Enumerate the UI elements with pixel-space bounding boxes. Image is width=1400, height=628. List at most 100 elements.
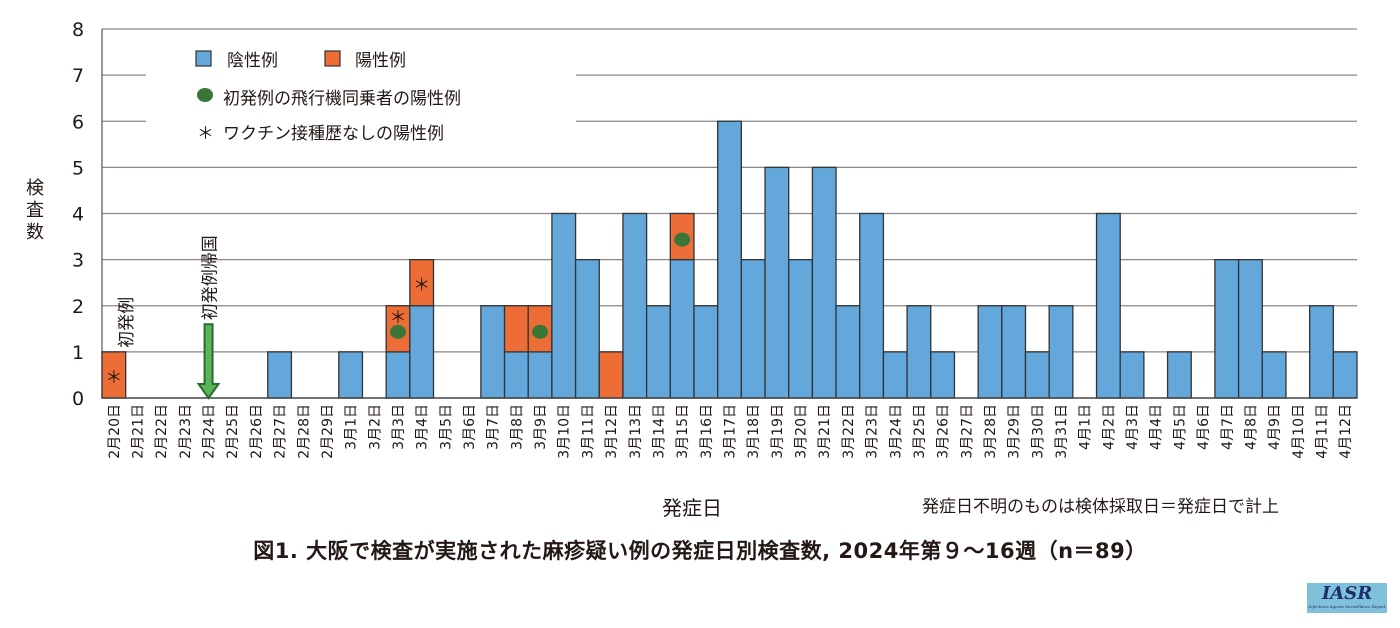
x-tick-label: 3月21日 xyxy=(817,404,833,459)
bar-negative xyxy=(693,305,719,399)
bar-negative xyxy=(811,166,837,399)
bar-negative xyxy=(1119,351,1145,399)
bar-negative xyxy=(930,351,956,399)
bar-negative xyxy=(977,305,1003,399)
x-tick-label: 3月1日 xyxy=(344,404,360,450)
x-tick-label: 4月8日 xyxy=(1243,404,1259,450)
bar-negative xyxy=(1214,258,1240,399)
x-tick-label: 3月12日 xyxy=(604,404,620,459)
x-tick-label: 4月5日 xyxy=(1172,404,1188,450)
x-tick-label: 2月24日 xyxy=(202,404,218,459)
legend-label-asterisk: ワクチン接種歴なしの陽性例 xyxy=(223,124,444,144)
x-tick-label: 3月2日 xyxy=(367,404,383,450)
bar-negative xyxy=(882,351,908,399)
x-tick-label: 3月14日 xyxy=(651,404,667,459)
y-tick-label: 3 xyxy=(72,250,84,272)
bar-negative xyxy=(645,305,671,399)
x-tick-label: 4月12日 xyxy=(1338,404,1354,459)
bar-positive xyxy=(503,305,529,353)
dot-marker-icon xyxy=(389,324,406,339)
x-tick-label: 2月27日 xyxy=(273,404,289,459)
bar-negative xyxy=(859,212,885,399)
x-tick-label: 3月24日 xyxy=(888,404,904,459)
x-tick-label: 3月29日 xyxy=(1007,404,1023,459)
iasr-logo: IASR Infectious Agents Surveillance Repo… xyxy=(1307,583,1387,613)
legend-label-dot: 初発例の飛行機同乗者の陽性例 xyxy=(223,89,461,109)
bar-negative xyxy=(835,305,861,399)
bar-negative xyxy=(1308,305,1334,399)
x-tick-label: 3月7日 xyxy=(486,404,502,450)
legend-swatch-positive xyxy=(324,50,341,67)
y-tick-label: 0 xyxy=(72,388,84,410)
x-tick-label: 4月1日 xyxy=(1078,404,1094,450)
bar-negative xyxy=(1332,351,1358,399)
x-tick-label: 3月26日 xyxy=(936,404,952,459)
x-tick-label: 3月8日 xyxy=(509,404,525,450)
bar-negative xyxy=(740,258,766,399)
x-tick-label: 3月22日 xyxy=(841,404,857,459)
bar-negative xyxy=(669,258,695,399)
legend-swatch-negative xyxy=(195,50,212,67)
bar-negative xyxy=(622,212,648,399)
x-tick-label: 2月22日 xyxy=(154,404,170,459)
x-tick-label: 3月13日 xyxy=(628,404,644,459)
bar-negative xyxy=(1048,305,1074,399)
bar-positive xyxy=(598,351,624,399)
bar-negative xyxy=(764,166,790,399)
logo-sub-text: Infectious Agents Surveillance Report xyxy=(1308,604,1386,609)
bar-negative xyxy=(717,120,742,399)
bar-negative xyxy=(385,351,411,399)
y-tick-label: 5 xyxy=(72,157,84,179)
bar-negative xyxy=(409,305,435,399)
bar-negative xyxy=(574,258,600,399)
bar-negative xyxy=(788,258,814,399)
chart-title: 図1. 大阪で検査が実施された麻疹疑い例の発症日別検査数, 2024年第９～16… xyxy=(253,539,1147,563)
legend: 陰性例 陽性例 初発例の飛行機同乗者の陽性例 ＊ ワクチン接種歴なしの陽性例 xyxy=(195,50,461,144)
legend-label-negative: 陰性例 xyxy=(227,51,278,71)
x-tick-label: 3月15日 xyxy=(675,404,691,459)
chart: 0 1 2 3 4 5 6 7 8 2月20日 2月21日 2月22日 2月23日 2月24日 2月25日… xyxy=(72,19,1358,459)
bar-negative xyxy=(1024,351,1050,399)
bar-negative xyxy=(267,351,293,399)
x-tick-label: 4月6日 xyxy=(1196,404,1212,450)
bar-negative xyxy=(338,351,364,399)
x-tick-label: 3月17日 xyxy=(723,404,739,459)
x-tick-label: 3月6日 xyxy=(462,404,478,450)
bar-negative xyxy=(527,351,553,399)
bar-negative xyxy=(1261,351,1287,399)
x-tick-label: 3月11日 xyxy=(580,404,596,459)
bar-negative xyxy=(1166,351,1192,399)
x-tick-label: 4月10日 xyxy=(1291,404,1307,459)
y-tick-label: 7 xyxy=(72,65,84,87)
bars xyxy=(101,120,1358,399)
bar-negative xyxy=(906,305,932,399)
bar-negative xyxy=(1095,212,1121,399)
x-tick-label: 4月4日 xyxy=(1149,404,1165,450)
legend-asterisk-icon: ＊ xyxy=(197,124,214,144)
y-tick-label: 4 xyxy=(72,204,84,226)
x-tick-label: 3月23日 xyxy=(865,404,881,459)
x-tick-label: 3月30日 xyxy=(1030,404,1046,459)
arrow-down-icon xyxy=(196,323,221,400)
asterisk-marker-icon: ＊ xyxy=(389,308,406,328)
x-tick-label: 3月9日 xyxy=(533,404,549,450)
x-tick-label: 3月19日 xyxy=(770,404,786,459)
x-tick-label: 2月29日 xyxy=(320,404,336,459)
legend-dot-icon xyxy=(197,88,213,102)
dot-marker-icon xyxy=(674,232,691,247)
x-tick-label: 2月25日 xyxy=(225,404,241,459)
y-tick-labels: 0 1 2 3 4 5 6 7 8 xyxy=(72,19,84,410)
x-tick-label: 4月7日 xyxy=(1220,404,1236,450)
logo-main-text: IASR xyxy=(1321,583,1373,604)
x-tick-label: 2月28日 xyxy=(296,404,312,459)
asterisk-marker-icon: ＊ xyxy=(413,276,430,296)
y-tick-label: 1 xyxy=(72,342,84,364)
bar-negative xyxy=(503,351,529,399)
x-tick-label: 4月2日 xyxy=(1101,404,1117,450)
bar-negative xyxy=(1001,305,1027,399)
x-tick-label: 3月20日 xyxy=(794,404,810,459)
x-tick-label: 4月3日 xyxy=(1125,404,1141,450)
dot-marker-icon xyxy=(532,324,549,339)
x-tick-label: 3月27日 xyxy=(959,404,975,459)
y-axis-label: 検査数 xyxy=(26,178,44,243)
